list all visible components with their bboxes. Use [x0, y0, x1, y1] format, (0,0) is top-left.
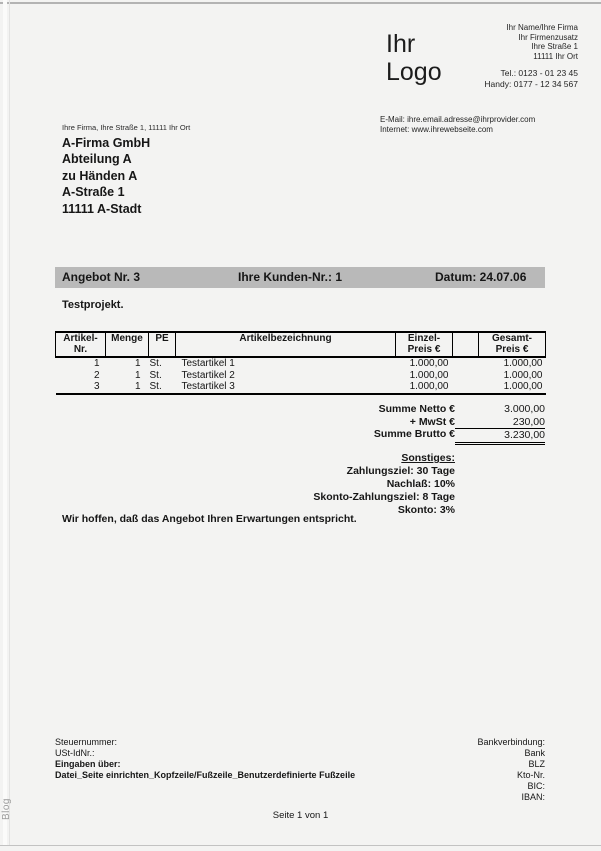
items-table: Artikel- Nr. Menge PE Artikelbezeichnung …	[55, 331, 546, 395]
terms-line: Skonto: 3%	[397, 504, 455, 516]
item-gesamtpreis-cell: 1.000,00	[503, 358, 543, 369]
letterhead-company-line: 11111 Ihr Ort	[533, 51, 578, 61]
item-nr-cell: 1	[93, 358, 100, 369]
letterhead-phone-lines: Tel.: 0123 - 01 23 45 Handy: 0177 - 12 34…	[484, 68, 578, 89]
item-menge-cell: 1	[134, 369, 141, 381]
totals-row: + MwSt € 230,00	[300, 416, 545, 429]
internet-line: Internet: www.ihrewebseite.com	[380, 125, 493, 134]
totals-value: 3.230,00	[455, 428, 545, 445]
terms-block: Sonstiges: Zahlungsziel: 30 Tage Nachlaß:…	[155, 452, 455, 517]
item-blank-cell	[453, 357, 479, 370]
page-number: Seite 1 von 1	[272, 810, 329, 821]
item-row: 1 1 St. Testartikel 1 1.000,00 1.000,00	[56, 357, 546, 370]
footer-left-line: Eingaben über:	[55, 759, 121, 769]
footer-left-block: Steuernummer: USt-IdNr.: Eingaben über: Dat…	[55, 737, 355, 781]
project-line: Testprojekt.	[62, 299, 124, 311]
item-bezeichnung-cell: Testartikel 2	[181, 369, 235, 381]
bank-lines: Bank BLZ Kto-Nr. BIC: IBAN:	[477, 748, 545, 803]
closing-line: Wir hoffen, daß das Angebot Ihren Erwart…	[62, 513, 357, 525]
col-header-artikelbezeichnung: Artikelbezeichnung	[175, 331, 396, 358]
recipient-address-line: A-Firma GmbH	[62, 136, 151, 150]
offer-number: Angebot Nr. 3	[62, 270, 141, 284]
totals-label: + MwSt €	[409, 415, 455, 428]
items-table-header: Artikel- Nr. Menge PE Artikelbezeichnung …	[55, 331, 546, 358]
item-bezeichnung-cell: Testartikel 3	[175, 381, 396, 395]
item-gesamtpreis-cell: 1.000,00	[478, 381, 546, 395]
page-bottom-edge	[0, 845, 601, 846]
offer-date: Datum: 24.07.06	[435, 270, 527, 284]
logo-line-2: Logo	[386, 58, 442, 86]
terms-lines: Zahlungsziel: 30 Tage Nachlaß: 10% Skonto-…	[155, 465, 455, 517]
col-header-einzel-preis: Einzel- Preis €	[395, 331, 453, 358]
item-einzelpreis-cell: 1.000,00	[409, 369, 449, 381]
totals-value: 3.000,00	[504, 403, 545, 415]
letterhead-phone-line: Tel.: 0123 - 01 23 45	[500, 68, 578, 78]
footer-left-line: Datei_Seite einrichten_Kopfzeile/Fußzeil…	[55, 770, 356, 780]
recipient-address-line: zu Händen A	[62, 168, 138, 183]
items-table-body: 1 1 St. Testartikel 1 1.000,00 1.000,00 …	[55, 357, 546, 395]
item-menge-cell: 1	[105, 381, 149, 395]
item-row: 3 1 St. Testartikel 3 1.000,00 1.000,00	[55, 381, 546, 395]
recipient-address-line: Abteilung A	[62, 152, 132, 167]
totals-label: Summe Netto €	[378, 403, 455, 415]
letterhead-online-block: E-Mail: ihre.email.adresse@ihrprovider.c…	[380, 115, 535, 135]
recipient-address-line: A-Straße 1	[62, 185, 125, 200]
item-einzelpreis-cell: 1.000,00	[395, 381, 453, 395]
logo-line-1: Ihr	[386, 30, 416, 58]
customer-number: Ihre Kunden-Nr.: 1	[238, 270, 343, 284]
letterhead-company-lines: Ihr Name/Ihre Firma Ihr Firmenzusatz Ihre …	[484, 23, 578, 61]
bank-line: Kto-Nr.	[516, 770, 545, 780]
totals-row: Summe Netto € 3.000,00	[300, 403, 545, 416]
item-blank-cell	[453, 370, 479, 382]
item-nr-cell: 3	[55, 381, 106, 395]
item-pe-cell: St.	[149, 369, 162, 381]
sender-return-address: Ihre Firma, Ihre Straße 1, 11111 Ihr Ort	[62, 123, 191, 132]
footer-bank-block: Bankverbindung: Bank BLZ Kto-Nr. BIC: IBAN:	[477, 737, 545, 803]
letterhead-contact-block: Ihr Name/Ihre Firma Ihr Firmenzusatz Ihre …	[484, 23, 578, 89]
col-header-artikel-nr: Artikel- Nr.	[55, 331, 106, 358]
terms-line: Nachlaß: 10%	[386, 478, 455, 490]
item-pe-cell: St.	[148, 381, 176, 395]
scan-edge-artifact	[9, 0, 10, 845]
col-header-menge: Menge	[105, 331, 149, 358]
terms-line: Skonto-Zahlungsziel: 8 Tage	[313, 491, 455, 503]
bank-line: BLZ	[528, 759, 545, 769]
scan-edge-artifact	[3, 0, 7, 845]
footer-left-line: Steuernummer:	[55, 737, 118, 747]
bank-line: Bank	[524, 748, 545, 758]
item-gesamtpreis-cell: 1.000,00	[503, 369, 543, 381]
letterhead-company-line: Ihre Straße 1	[531, 42, 578, 51]
bank-line: IBAN:	[521, 792, 545, 802]
item-einzelpreis-cell: 1.000,00	[409, 358, 449, 369]
item-bezeichnung-cell: Testartikel 1	[181, 358, 235, 369]
bank-line: BIC:	[527, 781, 545, 791]
letterhead-phone-line: Handy: 0177 - 12 34 567	[484, 78, 578, 89]
recipient-address-line: 11111 A-Stadt	[62, 201, 142, 216]
item-row: 2 1 St. Testartikel 2 1.000,00 1.000,00	[56, 370, 546, 382]
totals-value: 230,00	[512, 415, 545, 428]
terms-line: Zahlungsziel: 30 Tage	[346, 465, 455, 477]
page-top-edge	[0, 2, 601, 4]
bank-title: Bankverbindung:	[477, 737, 545, 747]
blog-watermark: Blog	[1, 798, 12, 821]
item-nr-cell: 2	[93, 369, 100, 381]
email-line: E-Mail: ihre.email.adresse@ihrprovider.c…	[380, 115, 536, 124]
letterhead-company-line: Ihr Name/Ihre Firma	[506, 23, 578, 32]
col-header-blank	[452, 331, 479, 358]
item-menge-cell: 1	[134, 358, 141, 369]
item-pe-cell: St.	[149, 358, 162, 369]
item-blank-cell	[452, 381, 479, 395]
totals-label: Summe Brutto €	[373, 428, 455, 440]
letterhead-company-line: Ihr Firmenzusatz	[518, 32, 578, 42]
offer-header-bar: Angebot Nr. 3 Ihre Kunden-Nr.: 1 Datum: …	[55, 267, 545, 288]
company-logo: Ihr Logo	[386, 30, 442, 86]
col-header-gesamt-preis: Gesamt- Preis €	[478, 331, 546, 358]
terms-title: Sonstiges:	[401, 452, 455, 464]
col-header-pe: PE	[148, 331, 176, 358]
totals-block: Summe Netto € 3.000,00 + MwSt € 230,00 S…	[300, 403, 545, 445]
footer-left-line: USt-IdNr.:	[55, 748, 95, 758]
totals-row: Summe Brutto € 3.230,00	[300, 428, 545, 445]
